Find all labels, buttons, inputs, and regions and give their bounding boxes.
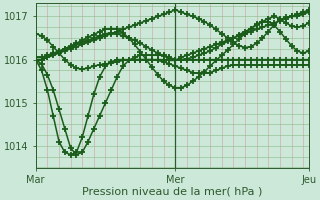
X-axis label: Pression niveau de la mer( hPa ): Pression niveau de la mer( hPa ) bbox=[82, 187, 262, 197]
